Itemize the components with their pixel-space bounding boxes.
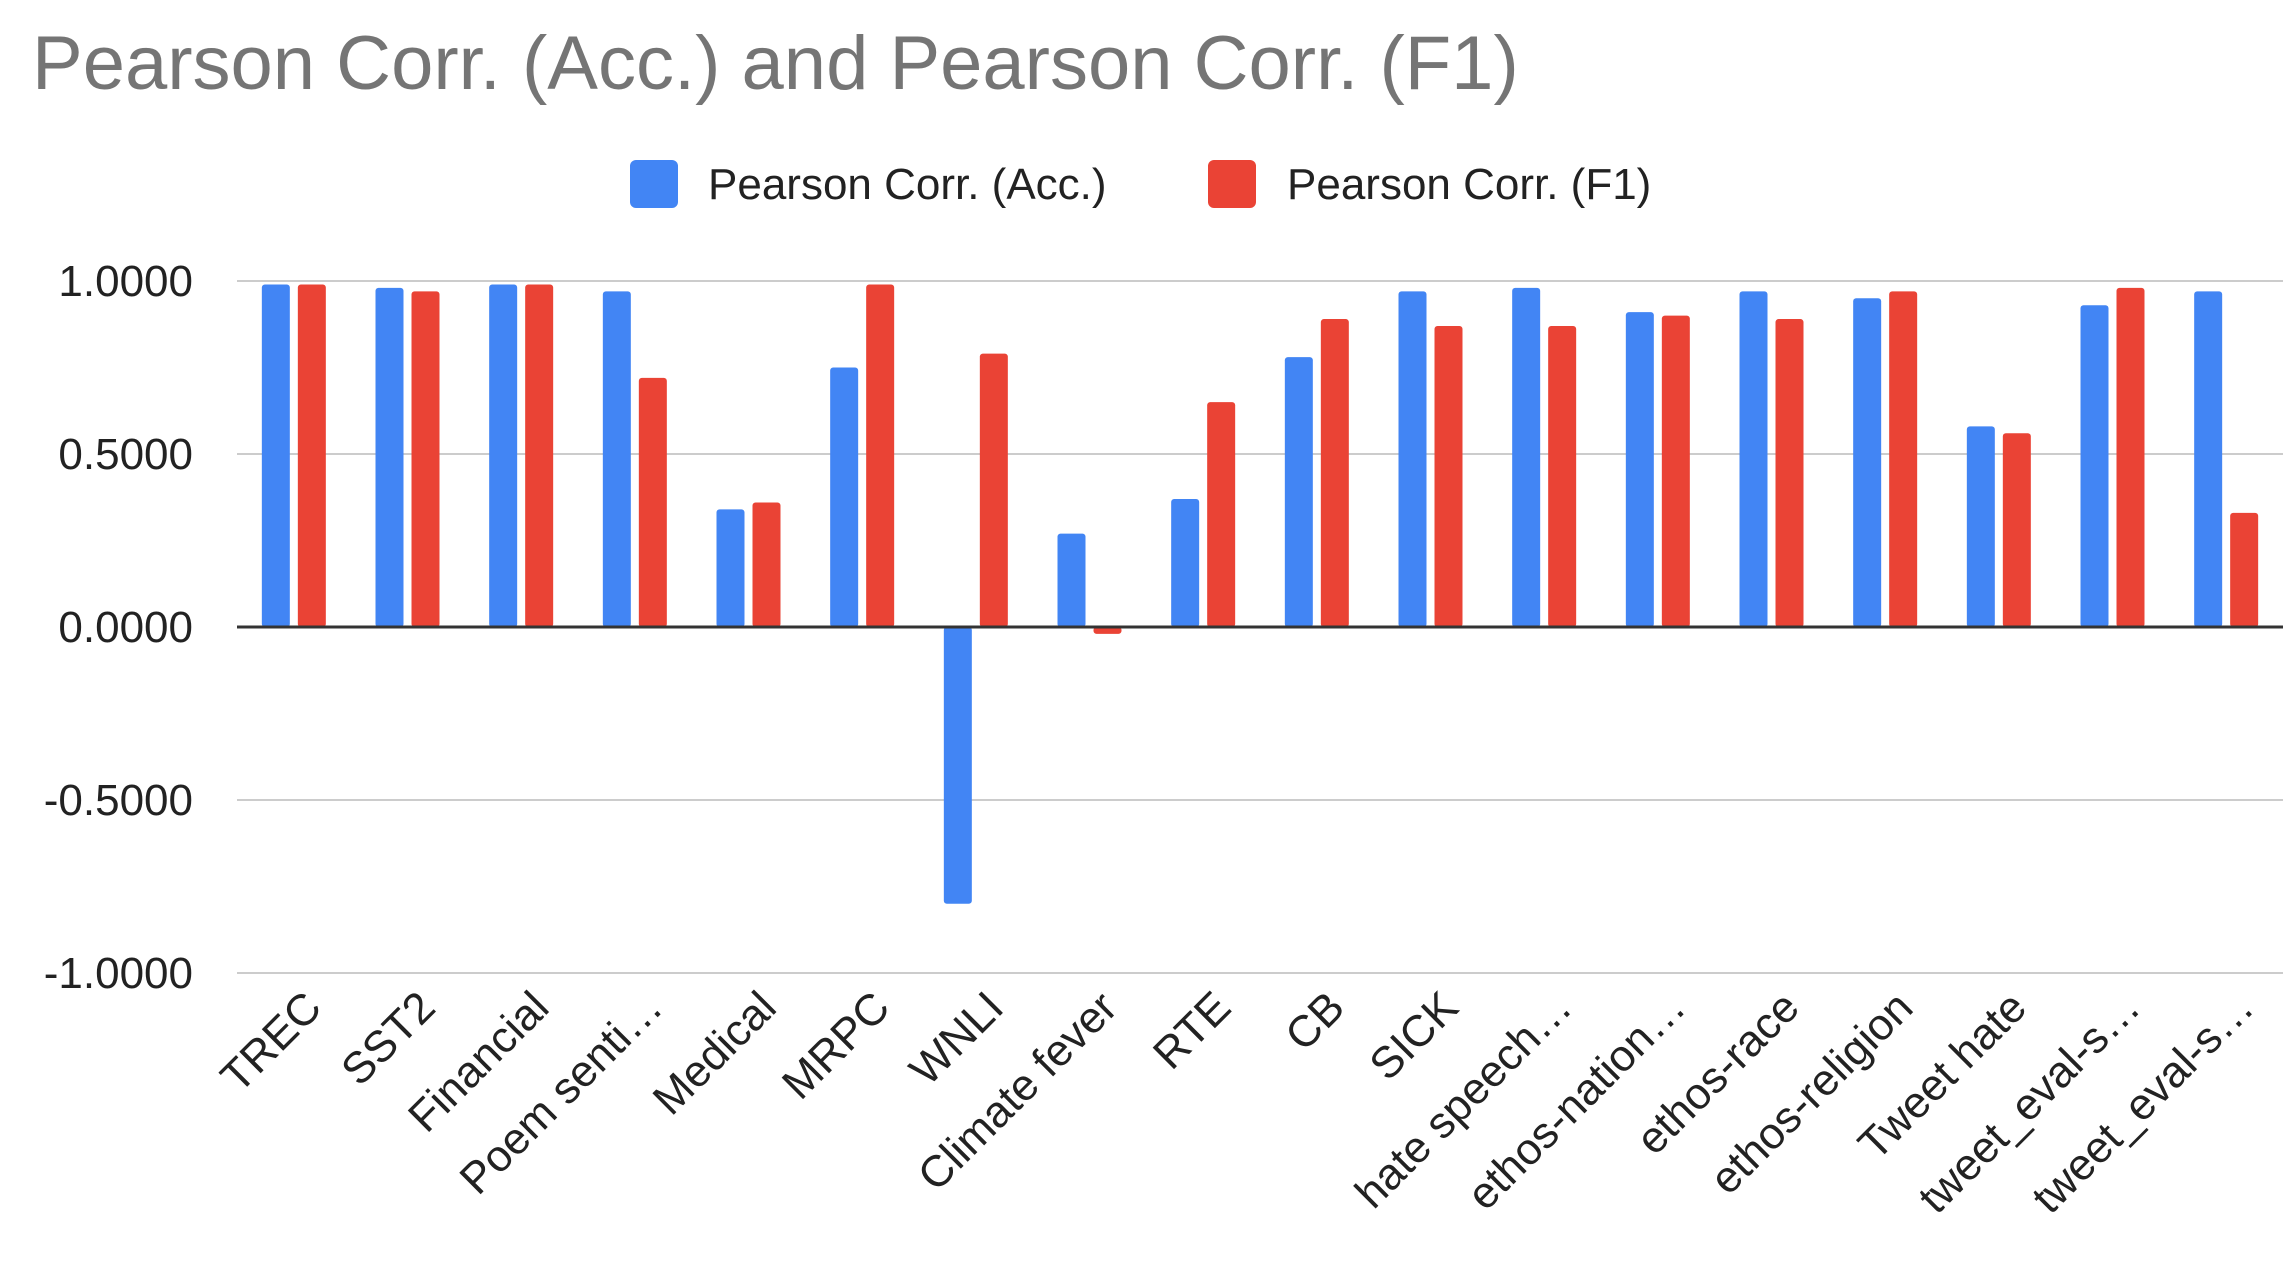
bar-f1 [1889,291,1918,627]
legend-swatch [630,160,678,208]
bar-acc [489,284,518,627]
bar-acc [1512,287,1541,627]
bar-acc [716,509,745,627]
bar-f1 [1434,325,1463,627]
bar-f1 [866,284,895,627]
bar-acc [1739,291,1768,627]
legend-label: Pearson Corr. (Acc.) [708,160,1107,209]
bar-acc [830,367,859,627]
bar-acc [1966,426,1995,627]
bars [261,284,2259,904]
legend-swatch [1208,160,1256,208]
y-axis-tick-labels: 1.0000 0.5000 0.0000 -0.5000 -1.0000 [44,257,193,998]
bar-f1 [411,291,440,627]
bar-f1 [2002,433,2031,627]
bar-f1 [1320,319,1349,627]
bar-f1 [752,502,781,627]
bar-f1 [525,284,554,627]
x-tick-label: Medical [644,982,786,1124]
x-tick-label: Climate fever [909,982,1127,1200]
bar-acc [943,627,972,904]
bar-f1 [1775,319,1804,627]
grid-lines [237,280,2283,974]
bar-acc [375,287,404,627]
bar-acc [2194,291,2223,627]
x-tick-label: Poem senti… [451,982,672,1203]
bar-acc [602,291,631,627]
bar-f1 [1548,325,1577,627]
y-tick-label: -1.0000 [44,949,193,998]
legend-label: Pearson Corr. (F1) [1287,160,1651,209]
x-tick-label: MRPC [773,982,899,1108]
x-tick-label: RTE [1144,982,1240,1078]
bar-f1 [2230,512,2259,627]
bar-acc [1625,312,1654,627]
bar-acc [1057,533,1086,627]
bar-acc [1853,298,1882,627]
bar-acc [2080,305,2109,627]
y-tick-label: 0.0000 [58,603,193,652]
bar-f1 [1093,627,1122,634]
bar-acc [1171,498,1200,627]
bar-acc [261,284,290,627]
bar-f1 [297,284,326,627]
x-tick-label: CB [1276,982,1354,1060]
bar-f1 [1207,402,1236,627]
y-tick-label: 1.0000 [58,257,193,306]
x-tick-label: ethos-religion [1701,982,1922,1203]
bar-acc [1284,357,1313,627]
y-tick-label: -0.5000 [44,776,193,825]
y-tick-label: 0.5000 [58,430,193,479]
bar-f1 [2116,287,2145,627]
x-tick-label: TREC [212,982,331,1101]
bar-f1 [1661,315,1690,627]
bar-f1 [979,353,1008,627]
bar-f1 [638,377,667,627]
bar-acc [1398,291,1427,627]
legend: Pearson Corr. (Acc.) Pearson Corr. (F1) [630,160,1651,209]
x-tick-label: SICK [1360,982,1467,1089]
chart-title: Pearson Corr. (Acc.) and Pearson Corr. (… [32,21,1519,106]
